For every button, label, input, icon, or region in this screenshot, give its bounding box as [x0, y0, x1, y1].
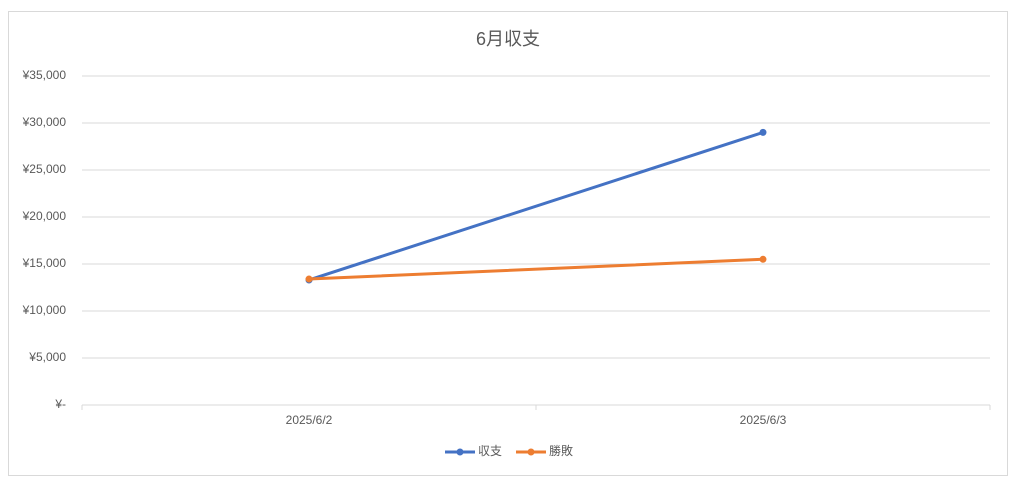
y-tick-label: ¥-: [54, 397, 66, 411]
data-point: [305, 275, 313, 283]
chart-title: 6月収支: [476, 29, 540, 49]
legend-label: 収支: [478, 444, 502, 458]
x-tick-label: 2025/6/2: [286, 413, 333, 427]
data-point: [759, 255, 767, 263]
y-tick-label: ¥20,000: [22, 209, 67, 223]
y-tick-label: ¥25,000: [22, 162, 67, 176]
y-tick-label: ¥30,000: [22, 115, 67, 129]
series-line: [307, 130, 765, 282]
data-point: [759, 128, 767, 136]
chart-border: [8, 11, 1008, 476]
y-tick-label: ¥15,000: [22, 256, 67, 270]
legend-label: 勝敗: [549, 443, 573, 458]
legend-marker: [456, 448, 464, 456]
y-tick-label: ¥35,000: [22, 68, 67, 82]
series-line: [307, 257, 765, 281]
y-tick-label: ¥10,000: [22, 303, 67, 317]
legend-marker: [527, 448, 535, 456]
y-tick-label: ¥5,000: [28, 350, 66, 364]
x-tick-label: 2025/6/3: [740, 413, 787, 427]
